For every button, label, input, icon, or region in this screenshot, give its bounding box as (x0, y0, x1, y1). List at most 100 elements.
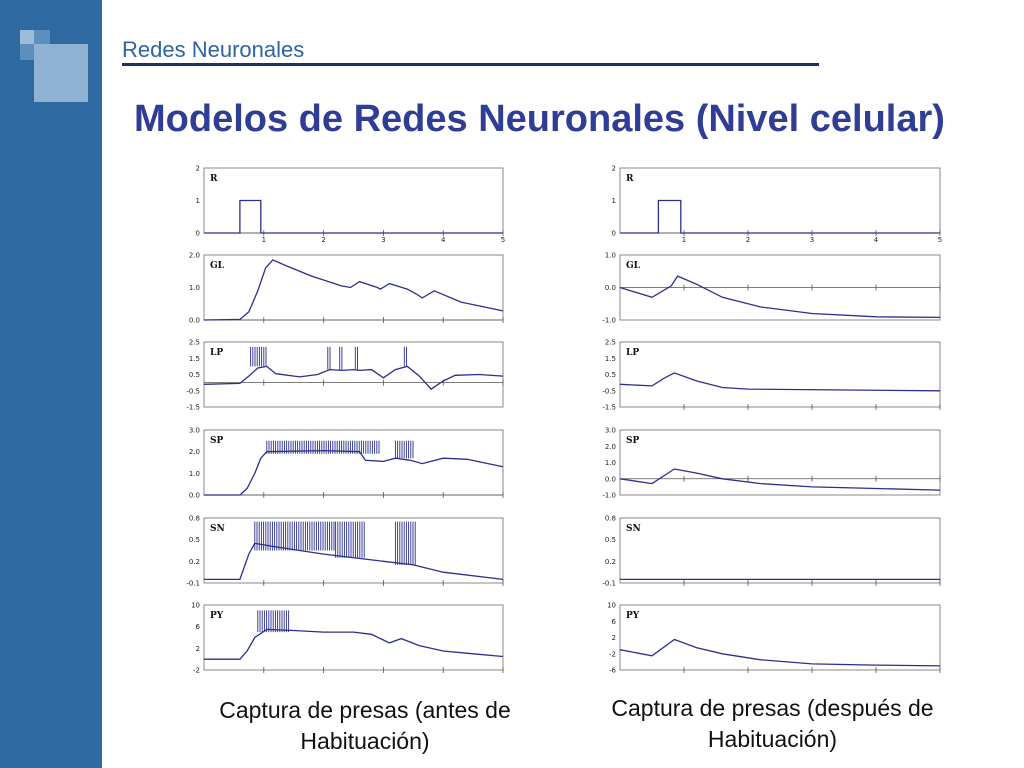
trace-line (619, 638, 941, 667)
x-tick-label: 2 (321, 236, 325, 244)
y-tick-label: 2.0 (189, 252, 200, 260)
y-tick-label: -0.1 (602, 580, 616, 588)
x-tick-label: 1 (682, 236, 686, 244)
y-tick-label: 0.0 (189, 492, 200, 500)
spike-burst (339, 346, 343, 371)
y-tick-label: 0.0 (605, 475, 616, 483)
y-tick-label: 0.0 (605, 284, 616, 292)
plot-frame (619, 604, 941, 671)
y-tick-label: 1 (612, 197, 616, 205)
spike-burst (254, 521, 335, 551)
spike-burst (354, 346, 358, 370)
x-tick-label: 1 (262, 236, 266, 244)
y-tick-label: 1.0 (605, 459, 616, 467)
x-tick-label: 3 (381, 236, 385, 244)
plot-frame (619, 517, 941, 584)
y-tick-label: 2.0 (605, 443, 616, 451)
spike-burst (394, 440, 414, 459)
sidebar-band (0, 0, 102, 768)
y-tick-label: -1.0 (602, 317, 616, 325)
plot-frame (203, 604, 504, 671)
y-tick-label: 0 (612, 230, 616, 238)
trace-line (620, 199, 940, 234)
plot-frame (619, 429, 941, 496)
y-tick-label: 0.5 (189, 371, 200, 379)
panel-label: PY (626, 611, 640, 621)
trace-line (204, 449, 504, 496)
y-tick-label: -6 (609, 667, 617, 675)
y-tick-label: 6 (612, 618, 617, 626)
decor-square (34, 44, 88, 102)
panel-label: GL (210, 261, 225, 271)
panel-label: SP (210, 436, 223, 446)
panel-label: R (210, 174, 218, 184)
y-tick-label: 6 (196, 623, 201, 631)
plot-frame (203, 341, 504, 408)
y-tick-label: 1 (196, 197, 200, 205)
y-tick-label: 3.0 (605, 427, 616, 435)
y-tick-label: 0.5 (605, 371, 616, 379)
y-tick-label: 1.0 (605, 252, 616, 260)
plot-frame (203, 517, 504, 584)
trace-line (204, 199, 503, 234)
y-tick-label: -2 (609, 650, 616, 658)
y-tick-label: 2 (612, 165, 616, 173)
spike-burst (266, 440, 380, 454)
y-tick-label: 0.2 (189, 558, 200, 566)
y-tick-label: 2.5 (189, 339, 200, 347)
title-underline (122, 63, 819, 66)
y-tick-label: 1.5 (189, 355, 200, 363)
x-tick-label: 4 (874, 236, 879, 244)
spike-burst (327, 346, 331, 370)
x-tick-label: 5 (501, 236, 505, 244)
spike-burst (403, 346, 407, 367)
y-tick-label: 0.5 (605, 536, 616, 544)
y-tick-label: 2 (612, 634, 616, 642)
y-tick-label: 2 (196, 165, 200, 173)
spike-burst (335, 521, 365, 558)
y-tick-label: -1.5 (186, 404, 200, 412)
panel-label: LP (626, 348, 639, 358)
trace-line (619, 275, 941, 319)
panel-label: SN (626, 524, 641, 534)
x-tick-label: 4 (441, 236, 446, 244)
y-tick-label: 0.5 (189, 536, 200, 544)
panel-label: R (626, 174, 634, 184)
y-tick-label: -2 (193, 667, 200, 675)
y-tick-label: 0.8 (605, 515, 616, 523)
x-tick-label: 3 (810, 236, 814, 244)
plot-frame (619, 341, 941, 408)
x-tick-label: 2 (746, 236, 750, 244)
section-title: Redes Neuronales (122, 37, 305, 62)
panel-label: SP (626, 436, 639, 446)
y-tick-label: 0 (196, 230, 200, 238)
y-tick-label: 0.0 (189, 317, 200, 325)
y-tick-label: -0.5 (602, 387, 616, 395)
y-tick-label: 3.0 (189, 427, 200, 435)
panel-label: GL (626, 261, 641, 271)
y-tick-label: 1.5 (605, 355, 616, 363)
y-tick-label: 2.5 (605, 339, 616, 347)
panel-label: LP (210, 348, 223, 358)
y-tick-label: 2 (196, 645, 200, 653)
spike-burst (250, 346, 267, 367)
slide-title: Modelos de Redes Neuronales (Nivel celul… (134, 98, 945, 140)
y-tick-label: -1.0 (602, 492, 616, 500)
panel-label: PY (210, 611, 224, 621)
spike-burst (394, 521, 416, 565)
trace-line (619, 372, 941, 392)
y-tick-label: 1.0 (189, 470, 200, 478)
x-tick-label: 5 (938, 236, 942, 244)
y-tick-label: 10 (607, 602, 616, 610)
panel-label: SN (210, 524, 225, 534)
trace-line (204, 628, 504, 660)
y-tick-label: 10 (191, 602, 200, 610)
spike-burst (257, 610, 290, 633)
caption-right: Captura de presas (después de Habituació… (611, 695, 934, 752)
trace-line (204, 542, 504, 581)
y-tick-label: -1.5 (602, 404, 616, 412)
trace-line (619, 468, 941, 491)
trace-line (203, 259, 504, 321)
y-tick-label: 1.0 (189, 284, 200, 292)
